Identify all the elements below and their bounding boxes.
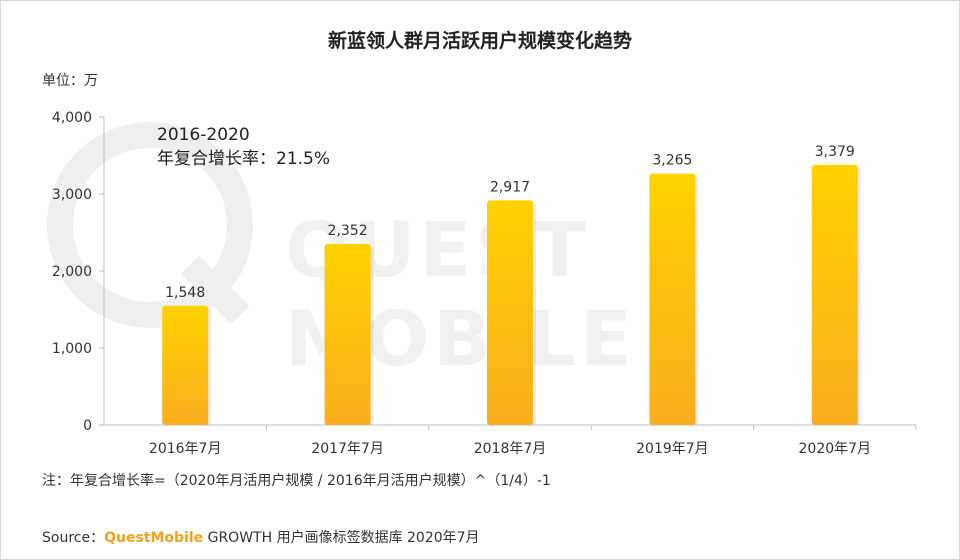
- y-tick-label: 3,000: [52, 187, 92, 203]
- chart-title: 新蓝领人群月活跃用户规模变化趋势: [327, 30, 632, 52]
- source-rest: GROWTH 用户画像标签数据库 2020年7月: [203, 530, 480, 546]
- cagr-period: 2016-2020: [157, 125, 250, 145]
- x-tick-label: 2016年7月: [149, 441, 222, 457]
- unit-label: 单位：万: [42, 73, 98, 89]
- x-tick-label: 2020年7月: [799, 441, 872, 457]
- y-tick-label: 2,000: [52, 264, 92, 280]
- data-label: 2,917: [490, 179, 530, 195]
- footnote: 注：年复合增长率=（2020年月活用户规模 / 2016年月活用户规模）^（1/…: [42, 473, 551, 489]
- cagr-value: 21.5%: [276, 149, 331, 169]
- bar: [487, 200, 533, 425]
- y-tick-label: 0: [83, 418, 92, 434]
- data-label: 3,265: [652, 153, 692, 169]
- data-label: 3,379: [815, 144, 855, 160]
- cagr-line: 年复合增长率：21.5%: [157, 147, 330, 171]
- source-brand: QuestMobile: [104, 530, 204, 546]
- watermark-logo-icon: [47, 122, 253, 328]
- data-label: 1,548: [165, 285, 205, 301]
- y-tick-label: 1,000: [52, 341, 92, 357]
- cagr-annotation: 2016-2020 年复合增长率：21.5%: [157, 123, 330, 171]
- x-tick-label: 2018年7月: [474, 441, 547, 457]
- cagr-label: 年复合增长率：: [157, 149, 276, 169]
- y-tick-label: 4,000: [52, 110, 92, 126]
- source-prefix: Source：: [42, 530, 105, 546]
- bar: [649, 173, 696, 425]
- bar: [811, 164, 858, 425]
- bar: [162, 305, 209, 425]
- source-line: Source：QuestMobile GROWTH 用户画像标签数据库 2020…: [42, 527, 480, 547]
- data-label: 2,352: [328, 223, 368, 239]
- x-tick-label: 2017年7月: [311, 441, 384, 457]
- x-tick-label: 2019年7月: [636, 441, 709, 457]
- bar: [324, 243, 371, 425]
